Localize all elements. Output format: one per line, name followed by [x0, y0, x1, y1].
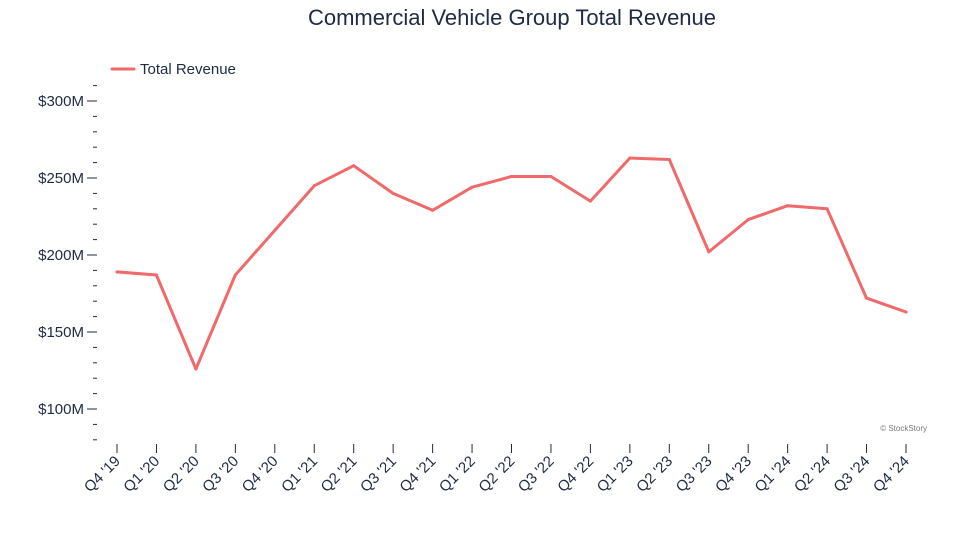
- x-tick-label: Q4 '24: [870, 453, 913, 496]
- x-tick-label: Q2 '21: [318, 453, 361, 496]
- data-point: [194, 367, 198, 371]
- x-tick-label: Q4 '22: [554, 453, 597, 496]
- data-point: [431, 208, 435, 212]
- x-tick-label: Q2 '24: [791, 453, 834, 496]
- data-point: [273, 228, 277, 232]
- y-axis: $100M $150M $200M $250M $300M: [38, 85, 97, 441]
- data-point: [746, 218, 750, 222]
- legend-label: Total Revenue: [140, 61, 236, 78]
- data-point: [549, 174, 553, 178]
- watermark: © StockStory: [880, 424, 927, 433]
- x-tick-label: Q4 '21: [396, 453, 439, 496]
- chart-title: Commercial Vehicle Group Total Revenue: [308, 5, 716, 30]
- data-point: [628, 156, 632, 160]
- x-tick-label: Q3 '24: [830, 453, 873, 496]
- y-tick-label: $150M: [38, 324, 84, 341]
- y-tick-label: $100M: [38, 401, 84, 418]
- data-point: [312, 184, 316, 188]
- legend: Total Revenue: [110, 61, 236, 78]
- data-point: [154, 273, 158, 277]
- data-point: [865, 296, 869, 300]
- x-tick-label: Q1 '22: [436, 453, 479, 496]
- x-tick-label: Q1 '24: [752, 453, 795, 496]
- series-line: [115, 156, 908, 371]
- data-point: [588, 199, 592, 203]
- data-point: [825, 207, 829, 211]
- x-tick-label: Q1 '20: [120, 453, 163, 496]
- x-tick-label: Q4 '20: [239, 453, 282, 496]
- x-tick-label: Q3 '23: [673, 453, 716, 496]
- x-tick-label: Q3 '20: [199, 453, 242, 496]
- data-point: [352, 164, 356, 168]
- data-point: [391, 191, 395, 195]
- x-tick-label: Q2 '23: [633, 453, 676, 496]
- x-tick-label: Q4 '23: [712, 453, 755, 496]
- data-point: [115, 270, 119, 274]
- data-point: [667, 158, 671, 162]
- x-tick-label: Q3 '22: [515, 453, 558, 496]
- x-tick-label: Q1 '23: [594, 453, 637, 496]
- data-point: [233, 273, 237, 277]
- data-point: [470, 185, 474, 189]
- x-tick-label: Q1 '21: [278, 453, 321, 496]
- y-tick-label: $300M: [38, 93, 84, 110]
- series-total-revenue: [115, 156, 908, 371]
- data-point: [786, 204, 790, 208]
- data-point: [510, 174, 513, 178]
- x-tick-label: Q2 '20: [160, 453, 203, 496]
- data-point: [904, 310, 908, 314]
- y-tick-label: $200M: [38, 247, 84, 264]
- x-tick-label: Q4 '19: [81, 453, 124, 496]
- x-tick-label: Q3 '21: [357, 453, 400, 496]
- x-tick-label: Q2 '22: [475, 453, 518, 496]
- y-tick-label: $250M: [38, 170, 84, 187]
- data-point: [707, 250, 711, 254]
